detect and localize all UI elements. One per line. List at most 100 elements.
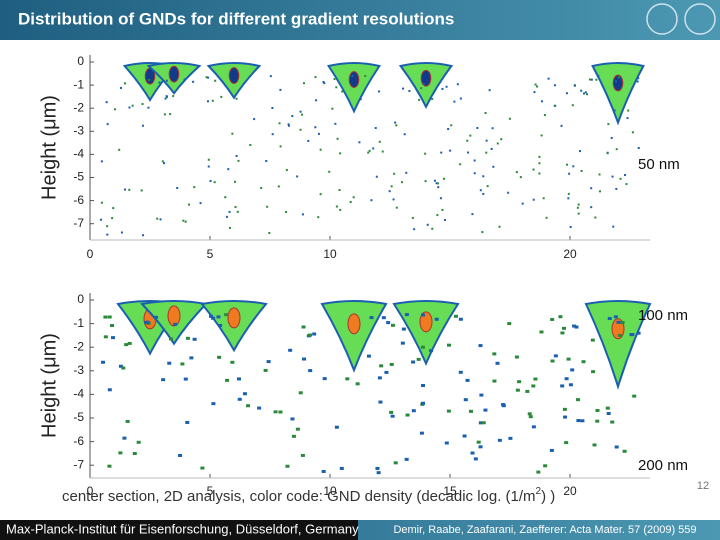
gnd-speck bbox=[567, 192, 570, 195]
gnd-speck bbox=[185, 420, 190, 424]
gnd-speck bbox=[339, 466, 344, 470]
gnd-speck bbox=[631, 131, 634, 134]
gnd-speck bbox=[563, 415, 568, 419]
gnd-speck bbox=[224, 313, 229, 317]
gnd-speck bbox=[312, 332, 317, 336]
gnd-speck bbox=[437, 186, 440, 189]
gnd-speck bbox=[514, 355, 519, 359]
gnd-speck bbox=[484, 112, 487, 115]
gnd-speck bbox=[420, 313, 425, 317]
gnd-speck bbox=[458, 370, 463, 374]
gnd-speck bbox=[266, 205, 269, 208]
gnd-speck bbox=[358, 141, 361, 144]
gnd-speck bbox=[426, 223, 429, 226]
gnd-speck bbox=[141, 124, 144, 127]
gnd-speck bbox=[462, 434, 467, 438]
gnd-speck bbox=[257, 406, 262, 410]
gnd-speck bbox=[314, 126, 317, 129]
gnd-speck bbox=[416, 357, 421, 361]
gnd-speck bbox=[118, 364, 123, 368]
gnd-speck bbox=[147, 106, 150, 109]
gnd-speck bbox=[590, 78, 593, 81]
gnd-speck bbox=[525, 389, 530, 393]
gnd-speck bbox=[418, 98, 421, 101]
gnd-speck bbox=[576, 419, 581, 423]
gnd-speck bbox=[206, 100, 209, 103]
y-tick-label: -1 bbox=[73, 77, 84, 91]
gnd-speck bbox=[193, 186, 196, 189]
gnd-speck bbox=[538, 172, 541, 175]
gnd-speck bbox=[623, 174, 626, 177]
gnd-speck bbox=[161, 160, 164, 163]
gnd-speck bbox=[211, 99, 214, 102]
gnd-speck bbox=[148, 78, 151, 81]
gnd-speck bbox=[128, 188, 131, 191]
gnd-core bbox=[228, 67, 240, 84]
x-tick-label: 5 bbox=[207, 247, 214, 261]
gnd-speck bbox=[308, 333, 313, 337]
gnd-speck bbox=[411, 409, 416, 413]
gnd-speck bbox=[536, 470, 541, 474]
gnd-speck bbox=[498, 225, 501, 228]
gnd-speck bbox=[532, 168, 535, 171]
gnd-speck bbox=[141, 103, 144, 106]
footer-left bbox=[0, 520, 358, 540]
gnd-speck bbox=[145, 320, 150, 324]
gnd-speck bbox=[404, 313, 409, 317]
gnd-speck bbox=[531, 384, 536, 388]
gnd-speck bbox=[288, 348, 293, 352]
gnd-speck bbox=[101, 360, 106, 364]
y-tick-label: -3 bbox=[73, 363, 84, 377]
gnd-speck bbox=[290, 417, 295, 421]
gnd-speck bbox=[620, 321, 625, 325]
gnd-speck bbox=[314, 76, 317, 79]
gnd-speck bbox=[626, 117, 629, 120]
gnd-speck bbox=[465, 378, 470, 382]
gnd-speck bbox=[405, 413, 410, 417]
gnd-speck bbox=[581, 360, 586, 364]
gnd-speck bbox=[476, 440, 481, 444]
gnd-speck bbox=[453, 314, 458, 318]
gnd-speck bbox=[497, 438, 502, 442]
gnd-speck bbox=[615, 148, 618, 151]
gnd-region bbox=[584, 300, 652, 390]
gnd-speck bbox=[469, 134, 472, 137]
gnd-speck bbox=[485, 139, 488, 142]
gnd-speck bbox=[271, 106, 274, 109]
gnd-speck bbox=[119, 86, 122, 89]
gnd-speck bbox=[533, 377, 538, 381]
gnd-speck bbox=[384, 370, 389, 374]
x-tick-label: 0 bbox=[87, 247, 94, 261]
gnd-speck bbox=[375, 466, 380, 470]
gnd-speck bbox=[301, 113, 304, 116]
y-axis-label: Height (μm) bbox=[38, 333, 60, 438]
gnd-speck bbox=[500, 138, 503, 141]
gnd-speck bbox=[607, 317, 612, 321]
gnd-core bbox=[168, 65, 180, 83]
gnd-speck bbox=[301, 213, 304, 216]
gnd-speck bbox=[392, 198, 395, 201]
gnd-speck bbox=[140, 189, 143, 192]
gnd-speck bbox=[597, 75, 600, 78]
gnd-speck bbox=[235, 155, 238, 158]
gnd-speck bbox=[120, 231, 123, 234]
gnd-speck bbox=[379, 364, 384, 368]
gnd-speck bbox=[279, 145, 282, 148]
gnd-speck bbox=[527, 412, 532, 416]
gnd-speck bbox=[118, 451, 123, 455]
gnd-speck bbox=[106, 225, 109, 228]
gnd-speck bbox=[107, 315, 112, 319]
gnd-speck bbox=[402, 87, 405, 90]
gnd-speck bbox=[125, 419, 130, 423]
gnd-speck bbox=[167, 361, 172, 365]
gnd-speck bbox=[611, 175, 614, 178]
gnd-speck bbox=[431, 227, 434, 230]
gnd-speck bbox=[471, 213, 474, 216]
gnd-speck bbox=[352, 196, 355, 199]
gnd-speck bbox=[127, 341, 132, 345]
x-tick-label: 10 bbox=[323, 484, 337, 498]
gnd-speck bbox=[637, 77, 640, 80]
gnd-speck bbox=[163, 162, 166, 165]
gnd-speck bbox=[207, 165, 210, 168]
gnd-speck bbox=[393, 461, 398, 465]
